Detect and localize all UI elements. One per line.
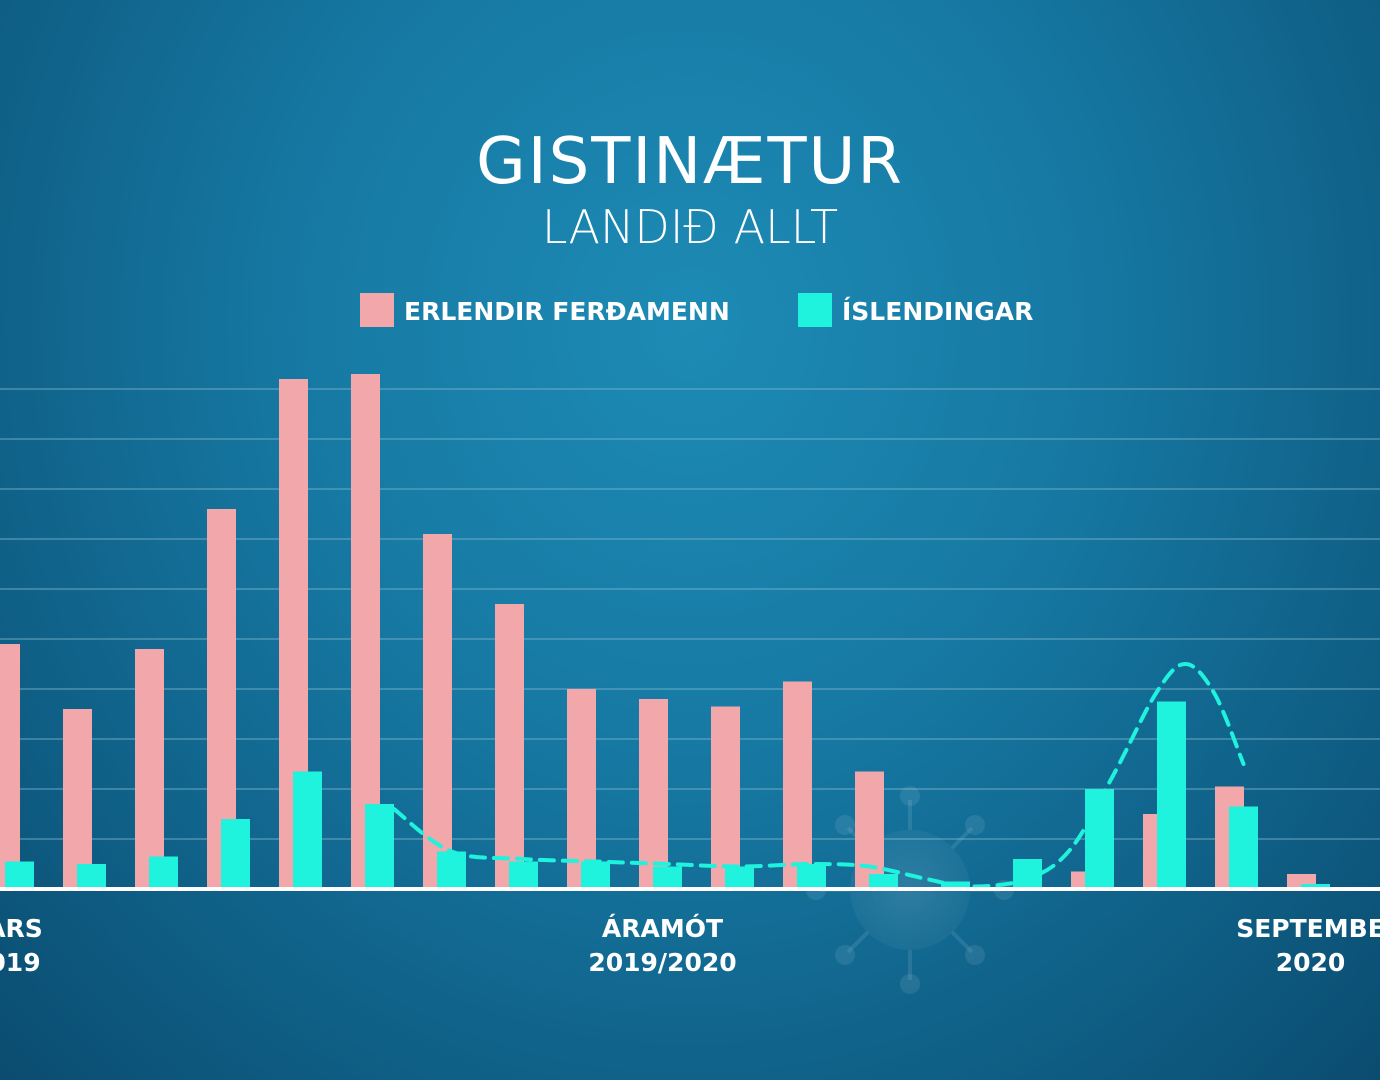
bar-islendingar-2 — [149, 856, 178, 889]
bar-islendingar-5 — [365, 804, 394, 889]
bar-islendingar-3 — [221, 819, 250, 889]
bar-erlendir-10 — [711, 706, 740, 889]
legend-swatch-islendingar — [798, 293, 832, 327]
bar-islendingar-16 — [1157, 701, 1186, 889]
bar-islendingar-9 — [653, 866, 682, 889]
bar-erlendir-2 — [135, 649, 164, 889]
bar-erlendir-11 — [783, 681, 812, 889]
bar-islendingar-18 — [1301, 884, 1330, 889]
bar-islendingar-12 — [869, 874, 898, 889]
x-tick-label-2-line1: SEPTEMBE — [1236, 914, 1380, 943]
bar-erlendir-1 — [63, 709, 92, 889]
legend-swatch-erlendir — [360, 293, 394, 327]
x-tick-label-0-line1: ARS — [0, 914, 43, 943]
bar-erlendir-0 — [0, 644, 20, 889]
bars — [0, 374, 1330, 889]
bar-islendingar-11 — [797, 864, 826, 889]
bar-islendingar-15 — [1085, 789, 1114, 889]
bar-islendingar-8 — [581, 861, 610, 889]
bar-islendingar-0 — [5, 861, 34, 889]
bar-erlendir-8 — [567, 689, 596, 889]
chart-title: GISTINÆTUR — [476, 125, 904, 199]
bar-islendingar-4 — [293, 771, 322, 889]
x-tick-labels: ARS 019 ÁRAMÓT 2019/2020 SEPTEMBE 2020 — [0, 913, 1380, 977]
bar-islendingar-6 — [437, 851, 466, 889]
legend: ERLENDIR FERÐAMENN ÍSLENDINGAR — [360, 293, 1033, 327]
x-tick-label-1-line2: 2019/2020 — [588, 948, 736, 977]
bar-islendingar-10 — [725, 866, 754, 889]
bar-erlendir-12 — [855, 771, 884, 889]
trend-line — [391, 662, 1246, 889]
bar-erlendir-6 — [423, 534, 452, 889]
legend-label-erlendir: ERLENDIR FERÐAMENN — [404, 297, 730, 326]
bar-islendingar-17 — [1229, 806, 1258, 889]
bar-erlendir-7 — [495, 604, 524, 889]
x-tick-label-0-line2: 019 — [0, 948, 41, 977]
x-tick-label-1-line1: ÁRAMÓT — [602, 913, 723, 943]
x-tick-label-2-line2: 2020 — [1276, 948, 1346, 977]
bar-islendingar-7 — [509, 861, 538, 889]
bar-islendingar-14 — [1013, 859, 1042, 889]
bar-erlendir-9 — [639, 699, 668, 889]
legend-label-islendingar: ÍSLENDINGAR — [842, 297, 1033, 326]
bar-erlendir-5 — [351, 374, 380, 889]
bar-islendingar-1 — [77, 864, 106, 889]
chart-subtitle: LANDIÐ ALLT — [542, 200, 838, 254]
